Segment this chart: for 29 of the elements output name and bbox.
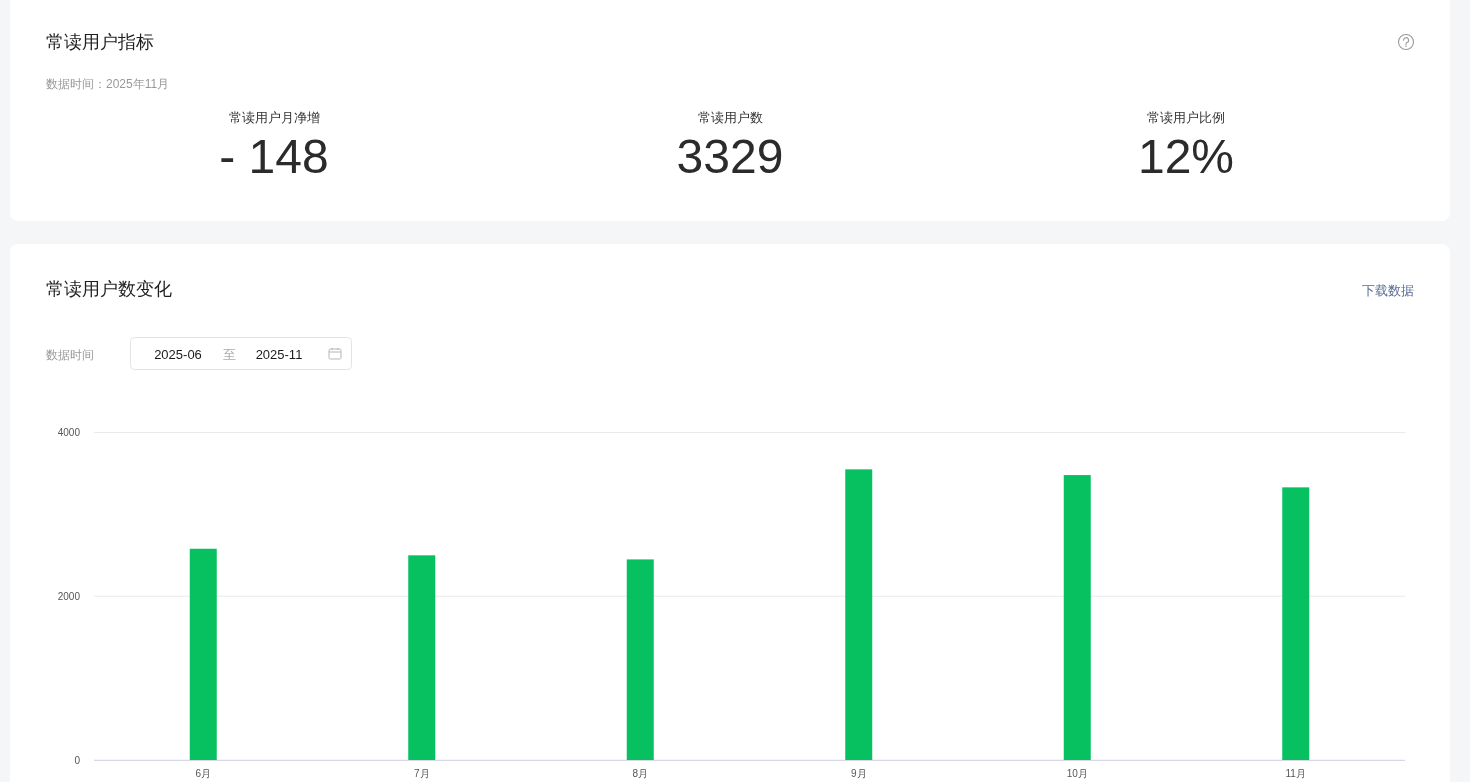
x-tick-label: 7月 (413, 767, 430, 779)
bar (1282, 487, 1310, 760)
text: 3329 (676, 129, 784, 183)
text: 12% (1137, 129, 1235, 183)
x-tick-label: 6月 (195, 767, 212, 779)
bar (845, 469, 873, 760)
x-tick-label: 10月 (1066, 767, 1088, 779)
y-tick-label: 0 (74, 754, 81, 766)
bar (189, 548, 217, 760)
text: 常读用户指标 (46, 32, 154, 52)
x-tick-label: 11月 (1285, 767, 1306, 779)
text: 至 (222, 346, 236, 362)
category-label: 常读用户月净增 (228, 109, 320, 125)
category-label: 常读用户比例 (1147, 109, 1225, 125)
y-tick-label: 2000 (57, 590, 81, 602)
chart-title: 常读用户数变化 (46, 279, 172, 299)
text: 数据时间 (46, 348, 94, 362)
category-label: 常读用户数 (697, 109, 763, 125)
text: 数据时间：2025年11月 (46, 77, 170, 91)
text: 下载数据 (1362, 282, 1414, 298)
bar (408, 555, 436, 760)
text: 2025-06 (154, 346, 202, 362)
bar (626, 559, 654, 760)
y-tick-label: 4000 (57, 427, 81, 438)
text: - 148 (219, 129, 329, 183)
text: 2025-11 (255, 346, 303, 362)
x-tick-label: 9月 (850, 767, 867, 779)
bar (1063, 475, 1091, 760)
x-tick-label: 8月 (632, 767, 649, 779)
